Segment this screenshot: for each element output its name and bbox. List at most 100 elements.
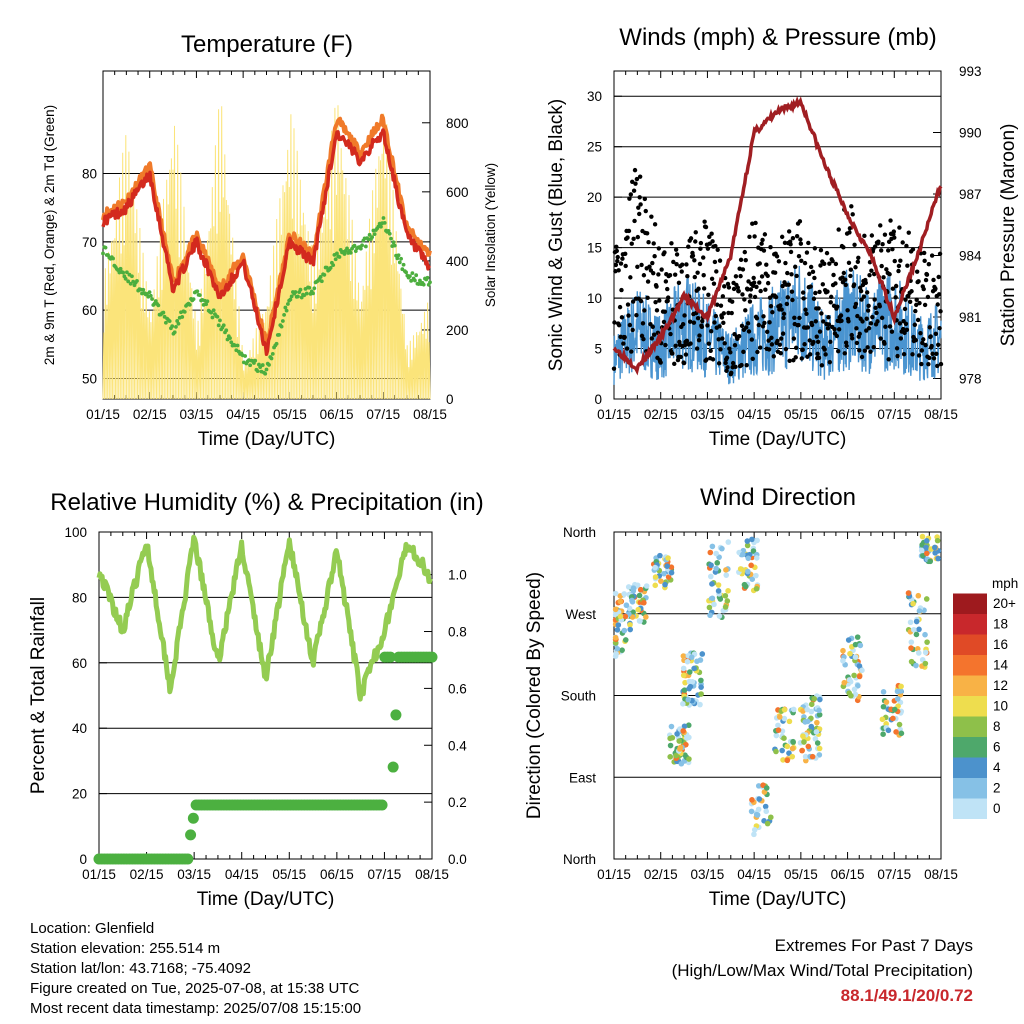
gust-point (750, 356, 755, 361)
direction-point (722, 593, 729, 599)
gust-point (797, 219, 803, 224)
direction-point (719, 545, 725, 552)
gust-point (846, 260, 852, 266)
dewpoint-point (381, 216, 386, 220)
legend-label: 16 (993, 637, 1008, 652)
y-tick-label: 0 (79, 852, 87, 867)
gust-point (864, 290, 870, 295)
direction-point (677, 744, 684, 751)
gust-point (729, 299, 735, 304)
direction-point (893, 729, 899, 735)
direction-point (678, 760, 685, 767)
gust-point (743, 308, 748, 313)
y2-axis-label: Solar Insolation (Yellow) (483, 163, 498, 307)
gust-point (873, 305, 878, 311)
gust-point (927, 325, 932, 330)
dewpoint-point (396, 253, 401, 258)
legend-swatch (953, 593, 987, 614)
gust-point (842, 351, 847, 356)
gust-point (716, 337, 721, 342)
x-tick-label: 06/15 (320, 867, 354, 882)
dewpoint-point (130, 274, 134, 279)
gust-point (926, 261, 932, 267)
x-tick-label: 05/15 (784, 407, 818, 422)
y2-tick-label: 600 (446, 185, 469, 200)
gust-point (695, 270, 700, 275)
direction-point (856, 663, 863, 669)
gust-point (669, 241, 674, 246)
gust-point (780, 331, 786, 336)
dewpoint-point (174, 324, 178, 329)
gust-point (777, 342, 783, 347)
direction-point (789, 745, 796, 752)
direction-point (885, 727, 892, 734)
gust-point (687, 319, 693, 324)
gust-point (622, 335, 627, 340)
gust-point (711, 281, 717, 286)
gust-point (910, 352, 915, 357)
gust-point (780, 283, 785, 289)
gust-point (637, 174, 643, 179)
legend-label: 20+ (993, 596, 1016, 611)
gust-point (625, 302, 631, 307)
gust-point (688, 236, 694, 241)
direction-point (665, 574, 672, 580)
gust-point (789, 289, 795, 294)
gust-point (861, 294, 867, 299)
gust-point (786, 229, 792, 234)
direction-point (779, 747, 785, 754)
gust-point (632, 218, 637, 224)
gust-point (866, 303, 871, 309)
gust-point (626, 228, 632, 234)
gust-point (626, 313, 631, 318)
direction-point (855, 682, 861, 689)
direction-point (684, 658, 691, 665)
dewpoint-point (407, 274, 412, 278)
latlon-text: Station lat/lon: 43.7168; -75.4092 (30, 960, 252, 977)
direction-point (852, 691, 859, 698)
gust-point (704, 357, 709, 362)
gust-point (869, 268, 874, 273)
dewpoint-point (409, 278, 414, 283)
gust-point (663, 342, 668, 348)
direction-point (627, 621, 633, 628)
gust-point (670, 351, 675, 356)
gust-point (619, 315, 625, 320)
gust-point (905, 263, 910, 268)
dewpoint-point (248, 363, 253, 368)
gust-point (816, 306, 821, 311)
dewpoint-point (379, 224, 383, 229)
station-info: Location: Glenfield Station elevation: 2… (30, 919, 361, 1019)
direction-point (745, 555, 752, 562)
dewpoint-point (360, 243, 364, 248)
dewpoint-point (331, 263, 336, 267)
direction-point (916, 626, 922, 633)
gust-point (890, 246, 895, 252)
x-tick-label: 01/15 (86, 407, 120, 422)
gust-point (919, 348, 925, 353)
direction-point (686, 756, 692, 762)
direction-point (748, 808, 755, 815)
direction-point (763, 808, 770, 815)
gust-point (739, 362, 744, 368)
gust-point (793, 264, 798, 270)
y2-tick-label: 990 (959, 126, 982, 141)
y-tick-label: East (569, 770, 596, 785)
y-tick-label: 15 (587, 241, 602, 256)
gust-point (810, 269, 816, 275)
gust-point (630, 299, 636, 304)
gust-point (740, 267, 746, 272)
dewpoint-point (264, 367, 269, 372)
direction-point (854, 634, 861, 640)
gust-point (644, 231, 650, 236)
rainfall-point (376, 799, 388, 811)
direction-point (816, 707, 822, 714)
gust-point (904, 327, 910, 333)
direction-point (652, 564, 658, 571)
gust-point (617, 304, 623, 310)
gust-point (708, 348, 713, 354)
y2-tick-label: 993 (959, 64, 982, 79)
dewpoint-point (284, 308, 289, 313)
direction-point (691, 665, 697, 672)
dewpoint-point (285, 302, 290, 306)
